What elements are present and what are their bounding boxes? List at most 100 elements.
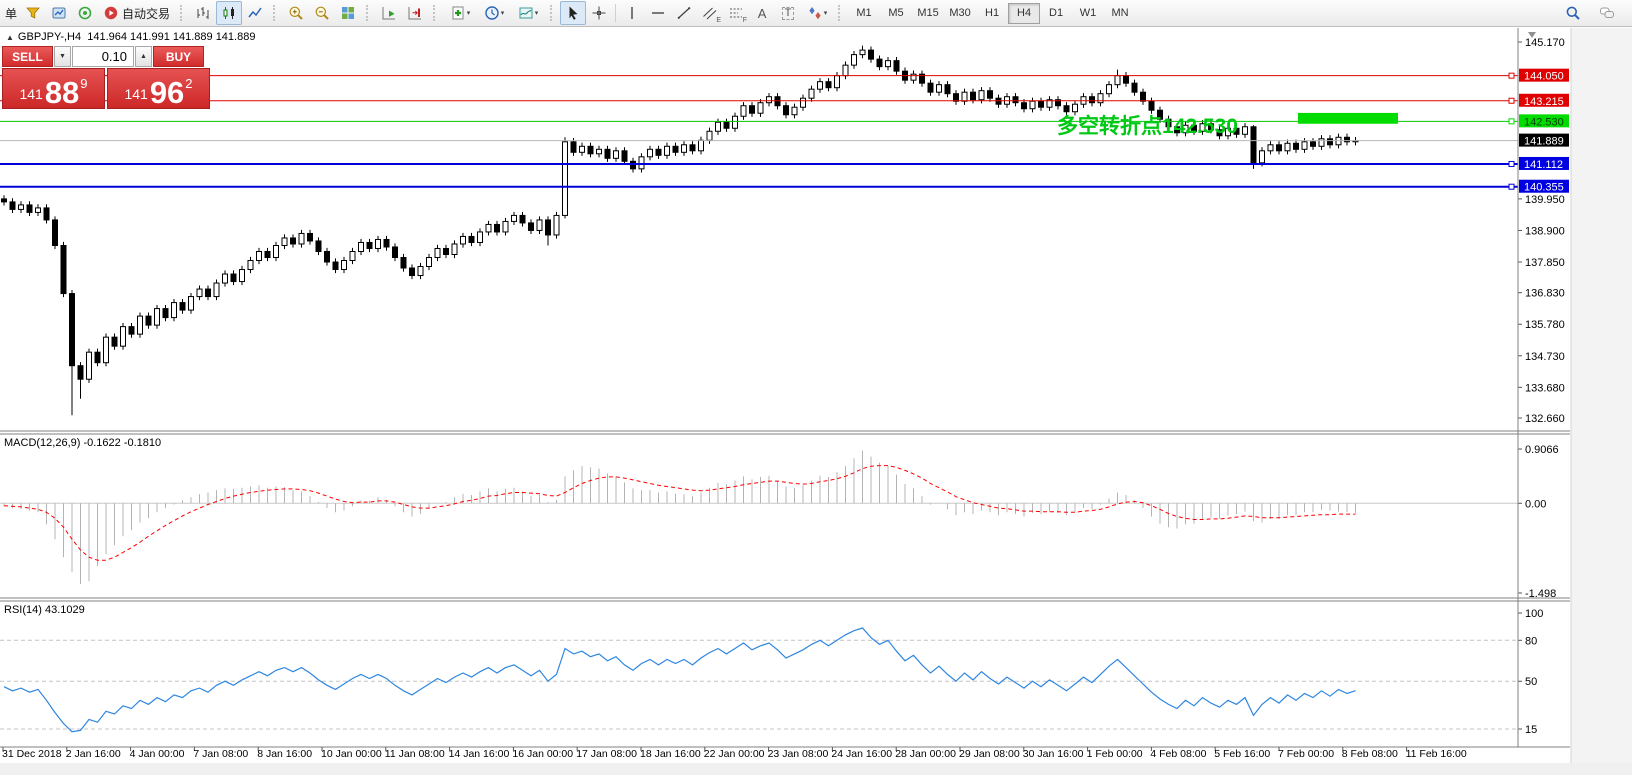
zoom-in-button[interactable] [283, 1, 309, 25]
candlestick-icon [221, 5, 237, 21]
bar-chart-icon [195, 5, 211, 21]
indicators-button[interactable]: ▾ [443, 1, 477, 25]
candle [188, 296, 194, 311]
charts-window-button[interactable] [46, 1, 72, 25]
timeframe-mn-button[interactable]: MN [1111, 7, 1129, 19]
price-axis-badge [1519, 179, 1569, 193]
candle [1140, 91, 1146, 102]
main-toolbar: 单 自动交易 ▾ ▾ [0, 0, 1632, 27]
timeframe-m15-button[interactable]: M15 [917, 7, 939, 19]
price-tick-label: 133.680 [1525, 382, 1565, 394]
time-tick-label: 1 Feb 00:00 [1087, 748, 1143, 760]
chat-icon [1599, 5, 1615, 21]
text-label-icon: T [781, 6, 795, 20]
chart-canvas[interactable]: 多空转折点142.530 145.170 139.950 138.900 137.850… [0, 28, 1632, 775]
candle [426, 257, 432, 268]
volume-increase-button[interactable]: ▲ [135, 46, 152, 67]
chart-region[interactable]: 多空转折点142.530 145.170 139.950 138.900 137.850… [0, 28, 1632, 775]
candle [825, 81, 832, 89]
price-axis[interactable]: 145.170 139.950 138.900 137.850 136.830 135.7… [1508, 37, 1569, 425]
text-label-tool-button[interactable]: T [775, 1, 801, 25]
search-button[interactable] [1560, 1, 1586, 25]
horizontal-line-tool-button[interactable] [645, 1, 671, 25]
rsi-tick-label: 50 [1525, 676, 1537, 688]
candle [35, 207, 41, 213]
candle [1097, 93, 1104, 104]
candle [1250, 126, 1257, 164]
buy-button[interactable]: BUY [153, 46, 204, 67]
bar-chart-button[interactable] [190, 1, 216, 25]
candle [978, 90, 985, 101]
candle [1, 198, 7, 203]
timeframe-m5-button[interactable]: M5 [888, 7, 904, 19]
time-axis[interactable]: 31 Dec 2018 2 Jan 16:00 4 Jan 00:00 7 Jan 0… [2, 747, 1467, 760]
timeframe-w1-button[interactable]: W1 [1079, 7, 1097, 19]
signals-button[interactable] [72, 1, 98, 25]
time-tick-label: 8 Feb 08:00 [1342, 748, 1398, 760]
new-order-label[interactable]: 单 [5, 6, 18, 21]
chat-button[interactable] [1594, 1, 1620, 25]
vertical-line-icon [624, 5, 640, 21]
time-tick-label: 24 Jan 16:00 [831, 748, 892, 760]
vertical-line-tool-button[interactable] [619, 1, 645, 25]
macd-tick-label: 0.9066 [1525, 444, 1559, 456]
candle [1182, 124, 1189, 134]
sell-button[interactable]: SELL [2, 46, 53, 67]
zoom-out-button[interactable] [309, 1, 335, 25]
tile-windows-button[interactable] [335, 1, 361, 25]
price-axis-badge [1519, 114, 1569, 128]
volume-decrease-button[interactable]: ▼ [54, 46, 71, 67]
timeframe-d1-button[interactable]: D1 [1049, 7, 1064, 19]
candle [715, 121, 721, 132]
line-chart-button[interactable] [242, 1, 268, 25]
crosshair-tool-button[interactable] [586, 1, 612, 25]
candle [145, 315, 152, 326]
candle [927, 82, 934, 93]
candle [987, 90, 993, 99]
chart-shift-marker[interactable] [1528, 32, 1536, 38]
trendline-tool-button[interactable] [671, 1, 697, 25]
templates-button[interactable]: ▾ [511, 1, 545, 25]
candle [1029, 100, 1036, 110]
new-order-button[interactable] [20, 1, 46, 25]
price-axis-badge-label: 141.889 [1524, 136, 1564, 148]
candle [485, 223, 492, 233]
candle [851, 54, 857, 66]
text-tool-button[interactable]: A [749, 1, 775, 25]
equidistant-channel-tool-button[interactable]: E [697, 1, 723, 25]
timeframe-m1-button[interactable]: M1 [856, 7, 872, 19]
chart-annotation-text[interactable]: 多空转折点142.530 [1057, 114, 1238, 138]
price-tick-label: 135.780 [1525, 319, 1565, 331]
candle [256, 250, 262, 262]
autotrading-button[interactable]: 自动交易 [98, 1, 175, 25]
collapse-arrow-icon[interactable]: ▲ [6, 33, 14, 42]
timeframe-h1-button[interactable]: H1 [985, 7, 1000, 19]
timeframe-h4-button[interactable]: H4 [1008, 2, 1041, 24]
time-tick-label: 8 Jan 16:00 [257, 748, 312, 760]
auto-scroll-button[interactable] [376, 1, 402, 25]
zoom-in-icon [288, 5, 304, 21]
periods-button[interactable]: ▾ [477, 1, 511, 25]
candle [383, 238, 390, 248]
candle [341, 260, 347, 271]
candle [1267, 144, 1274, 152]
arrows-tool-button[interactable]: ▾ [801, 1, 833, 25]
candle [137, 315, 143, 335]
time-tick-label: 7 Feb 00:00 [1278, 748, 1334, 760]
cursor-tool-button[interactable] [560, 1, 587, 25]
candle [842, 64, 849, 77]
candlestick-chart-button[interactable] [216, 1, 243, 25]
candle [1165, 118, 1172, 128]
fibonacci-tool-button[interactable]: F [723, 1, 749, 25]
candle [468, 235, 475, 243]
timeframe-m30-button[interactable]: M30 [949, 7, 971, 19]
sell-price-tile[interactable]: 141 88 9 [2, 68, 105, 109]
candle [443, 247, 449, 255]
support-zone-rectangle[interactable] [1298, 112, 1398, 124]
sell-price-prefix: 141 [19, 86, 43, 102]
volume-input[interactable] [72, 46, 134, 67]
candle [171, 302, 177, 319]
buy-price-tile[interactable]: 141 96 2 [107, 68, 210, 109]
candle [9, 201, 16, 210]
chart-shift-button[interactable] [402, 1, 428, 25]
